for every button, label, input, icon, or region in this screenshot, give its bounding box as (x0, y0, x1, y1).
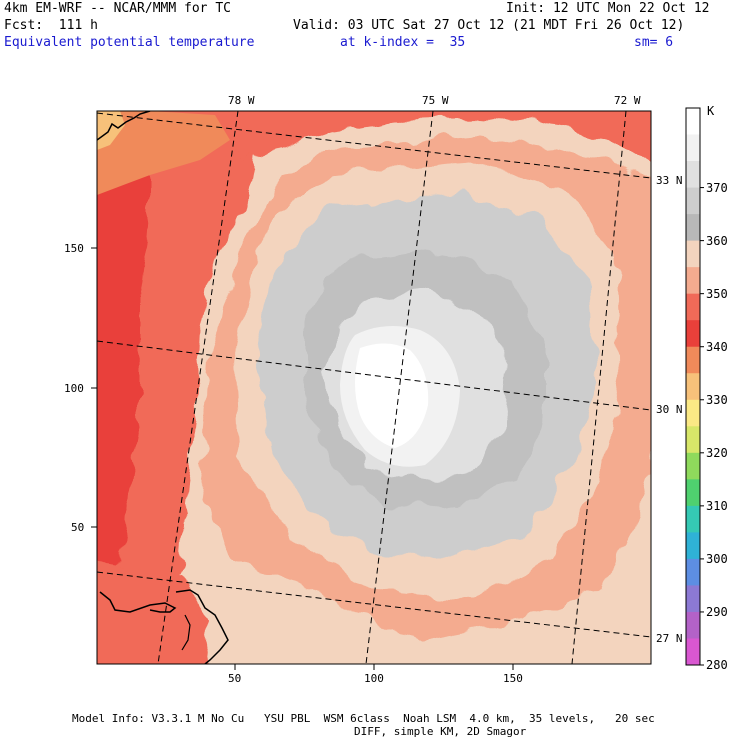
x-tick-150: 150 (503, 672, 523, 685)
colorbar-cell (686, 399, 700, 427)
colorbar-cell (686, 638, 700, 666)
lon-label-72w: 72 W (614, 94, 641, 107)
colorbar-label: 280 (706, 658, 728, 672)
lat-label-30n: 30 N (656, 403, 683, 416)
colorbar-cell (686, 505, 700, 533)
colorbar-cell (686, 585, 700, 613)
lon-label-78w: 78 W (228, 94, 255, 107)
colorbar-cell (686, 134, 700, 162)
lon-75w-line (365, 111, 434, 664)
colorbar-label: 330 (706, 392, 728, 407)
x-tick-50: 50 (228, 672, 242, 685)
band-375 (355, 343, 429, 448)
colorbar-cell (686, 240, 700, 268)
colorbar-cell (686, 611, 700, 639)
y-tick-150: 150 (64, 242, 84, 255)
band-340-north (207, 111, 651, 165)
colorbar-frame (685, 107, 701, 666)
x-tick-100: 100 (364, 672, 384, 685)
colorbar-cell (686, 558, 700, 586)
colorbar-label: 360 (706, 233, 728, 248)
colorbar-cell (686, 187, 700, 215)
filled-contours (97, 111, 651, 664)
model-info: Model Info: V3.3.1 M No Cu YSU PBL WSM 6… (72, 712, 655, 725)
lat-30n-line (97, 340, 651, 411)
lon-78w-line (157, 111, 239, 664)
lon-72w-line (571, 111, 627, 664)
smoothing-value: sm= 6 (634, 35, 674, 50)
y-tick-100: 100 (64, 382, 84, 395)
model-title: 4km EM-WRF -- NCAR/MMM for TC (4, 1, 231, 16)
graticule (97, 111, 651, 664)
colorbar-cell (686, 479, 700, 507)
colorbar-label: 300 (706, 551, 728, 566)
lat-33n-line (97, 112, 651, 179)
lat-label-33n: 33 N (656, 174, 683, 187)
lat-label-27n: 27 N (656, 632, 683, 645)
colorbar-label: 350 (706, 286, 728, 301)
variable-name: Equivalent potential temperature (4, 35, 255, 50)
coastline-island (181, 614, 191, 651)
colorbar-cell (686, 320, 700, 348)
model-diffusion: DIFF, simple KM, 2D Smagor (354, 725, 527, 738)
band-330-corner (97, 111, 230, 195)
coastline-andros (175, 589, 229, 664)
band-325-corner (97, 111, 125, 150)
colorbar-cell (686, 532, 700, 560)
y-tick-50: 50 (71, 521, 85, 534)
coastline-north (97, 111, 151, 141)
band-345-west (97, 111, 150, 576)
band-340-south (97, 561, 210, 664)
colorbar-label: 320 (706, 445, 728, 460)
coastline-bahamas (99, 591, 177, 613)
level-index: at k-index = 35 (340, 35, 466, 50)
axis-ticks (91, 247, 514, 670)
colorbar-unit: K (707, 104, 715, 118)
colorbar-cell (686, 108, 700, 136)
colorbar (686, 108, 704, 666)
colorbar-cell (686, 452, 700, 480)
colorbar-cell (686, 373, 700, 401)
colorbar-cell (686, 293, 700, 321)
forecast-hour: Fcst: 111 h (4, 18, 98, 33)
colorbar-cell (686, 346, 700, 374)
lat-27n-line (97, 571, 651, 638)
colorbar-cell (686, 267, 700, 295)
colorbar-label: 290 (706, 604, 728, 619)
init-time: Init: 12 UTC Mon 22 Oct 12 (506, 1, 710, 16)
colorbar-cell (686, 426, 700, 454)
colorbar-label: 310 (706, 498, 728, 513)
colorbar-label: 340 (706, 339, 728, 354)
colorbar-cell (686, 214, 700, 242)
lon-label-75w: 75 W (422, 94, 449, 107)
colorbar-cell (686, 161, 700, 189)
valid-time: Valid: 03 UTC Sat 27 Oct 12 (21 MDT Fri … (293, 18, 685, 33)
colorbar-label: 370 (706, 180, 728, 195)
